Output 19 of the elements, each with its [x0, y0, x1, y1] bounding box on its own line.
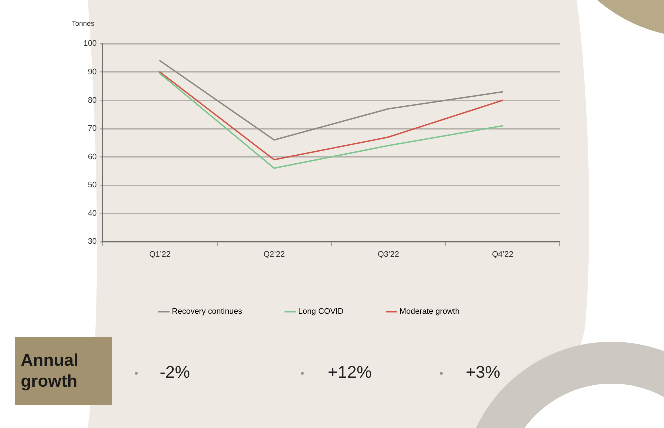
text: Annual growth: [15, 337, 112, 405]
y-tick-label: 100: [84, 39, 98, 48]
x-tick-label: Q4’22: [492, 250, 514, 260]
text: +3%: [466, 363, 500, 383]
text: +12%: [328, 363, 372, 383]
x-tick-label: Q2’22: [264, 250, 286, 260]
x-tick-label: Q3’22: [378, 250, 400, 260]
y-tick-label: 30: [88, 237, 98, 246]
y-tick-label: 40: [88, 208, 98, 218]
y-tick-label: 80: [88, 96, 98, 105]
legend-label: Recovery continues: [172, 307, 242, 316]
y-tick-label: 60: [88, 152, 98, 162]
y-tick-label: 50: [88, 180, 98, 190]
text: -2%: [160, 363, 190, 383]
y-tick-label: 90: [88, 67, 98, 76]
legend-label: Long COVID: [298, 307, 344, 316]
legend-label: Moderate growth: [400, 307, 460, 316]
x-tick-label: Q1’22: [149, 250, 172, 260]
y-tick-label: 70: [88, 124, 98, 134]
